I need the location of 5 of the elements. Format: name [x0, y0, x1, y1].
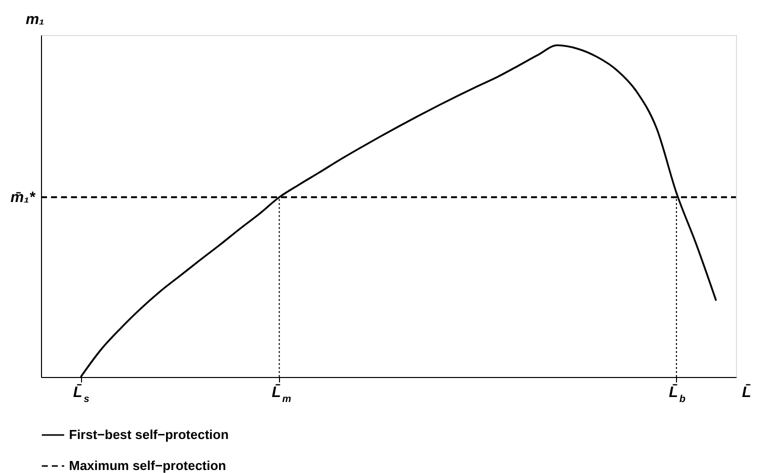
- legend-label: First−best self−protection: [69, 427, 229, 442]
- x-axis-title: L̄: [742, 384, 752, 401]
- y-axis-title: m₁: [26, 11, 44, 28]
- legend-label: Maximum self−protection: [69, 458, 226, 473]
- text: m̄₁*: [10, 189, 36, 206]
